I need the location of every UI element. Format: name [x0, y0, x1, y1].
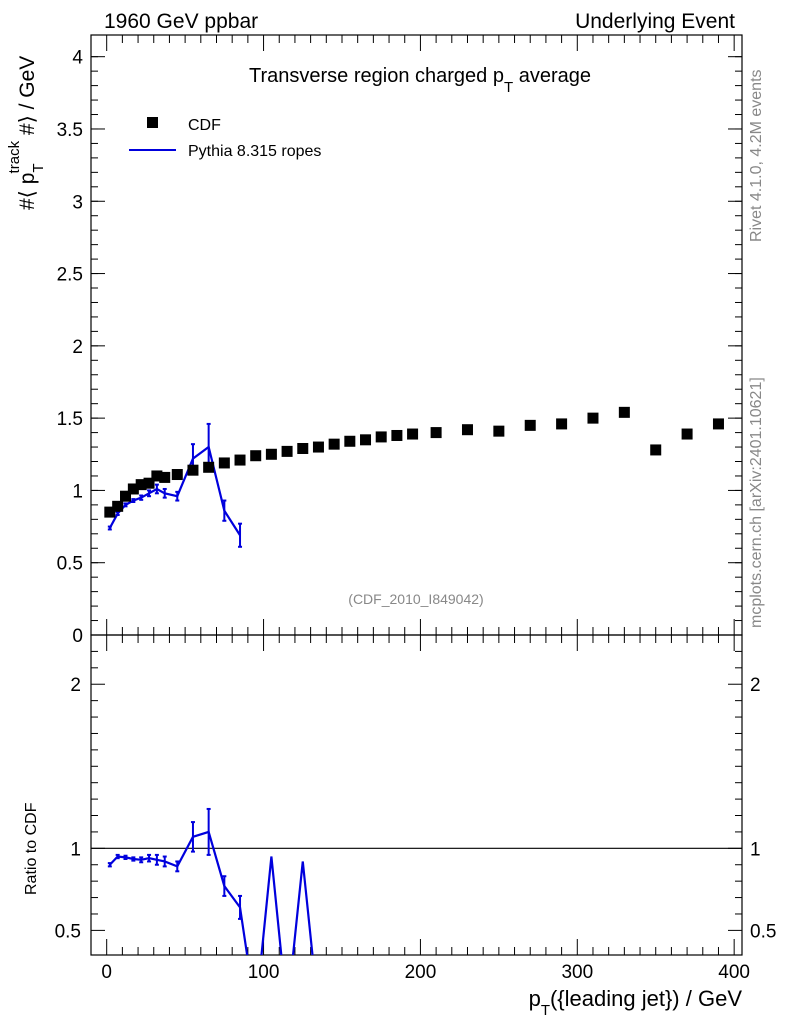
cdf-data-point	[407, 428, 419, 440]
cdf-data-point	[524, 419, 536, 431]
cdf-data-point	[120, 490, 132, 502]
cdf-data-point	[112, 500, 124, 512]
cdf-data-point	[391, 429, 403, 441]
main-y-tick-label: 0	[72, 626, 83, 647]
main-title-sub: T	[504, 79, 513, 96]
main-y-label-sup: track	[6, 140, 23, 173]
cdf-data-point	[430, 427, 442, 439]
analysis-tag: (CDF_2010_I849042)	[348, 591, 483, 607]
cdf-data-point	[218, 457, 230, 469]
main-y-label-post: #⟩ / GeV	[16, 56, 39, 141]
main-y-tick-label: 2.5	[57, 265, 83, 286]
main-axis-ticks: 0 0.5 1 1.5 2 2.5 3 3.5 4	[57, 35, 742, 647]
ratio-y-tick-label-right: 2	[750, 675, 761, 696]
header-right: Underlying Event	[575, 10, 735, 33]
cdf-data-point	[344, 435, 356, 447]
main-plot-data	[104, 406, 724, 548]
x-tick-label: 100	[248, 962, 280, 983]
ratio-series-line	[109, 830, 314, 955]
x-tick-label: 0	[101, 962, 112, 983]
header-left: 1960 GeV ppbar	[104, 10, 258, 33]
main-y-tick-label: 4	[72, 48, 83, 69]
cdf-data-point	[493, 425, 505, 437]
cdf-data-point	[159, 471, 171, 483]
main-y-tick-label: 1	[72, 481, 83, 502]
cdf-data-point	[360, 434, 372, 446]
cdf-data-point	[281, 445, 293, 457]
cdf-data-point	[556, 418, 568, 430]
cdf-data-point	[328, 438, 340, 450]
main-y-tick-label: 3	[72, 192, 83, 213]
cdf-data-point	[461, 424, 473, 436]
cdf-data-point	[135, 479, 147, 491]
main-y-tick-label: 3.5	[57, 120, 83, 141]
ratio-plot-frame	[90, 634, 743, 956]
mcplots-label: mcplots.cern.ch [arXiv:2401.10621]	[748, 377, 765, 628]
cdf-data-point	[297, 442, 309, 454]
ratio-y-tick-label: 0.5	[55, 921, 81, 942]
rivet-label: Rivet 4.1.0, 4.2M events	[748, 69, 765, 242]
main-y-tick-label: 1.5	[57, 409, 83, 430]
main-title-text: Transverse region charged p	[249, 65, 504, 87]
cdf-data-point	[104, 506, 116, 518]
cdf-data-point	[375, 431, 387, 443]
cdf-data-point	[587, 412, 599, 424]
main-title-tail: average	[513, 65, 591, 87]
cdf-data-point	[203, 461, 215, 473]
ratio-y-label: Ratio to CDF	[23, 802, 40, 895]
x-tick-label: 200	[405, 962, 437, 983]
cdf-data-point	[618, 406, 630, 418]
ratio-y-tick-label: 2	[70, 675, 81, 696]
x-axis-label-sub: T	[541, 1002, 550, 1019]
main-y-label: #⟨ pTtrack #⟩ / GeV	[6, 56, 47, 210]
main-y-tick-label: 0.5	[57, 554, 83, 575]
cdf-data-point	[312, 441, 324, 453]
legend-data-marker	[147, 117, 158, 128]
ratio-y-tick-label-right: 0.5	[750, 921, 776, 942]
cdf-data-point	[234, 454, 246, 466]
legend-mc-label: Pythia 8.315 ropes	[188, 143, 321, 160]
x-tick-label: 300	[561, 962, 593, 983]
main-title: Transverse region charged pT average	[249, 65, 591, 96]
main-y-label-sub: T	[30, 163, 47, 172]
x-axis-label-pre: p	[529, 986, 541, 1011]
cdf-data-point	[151, 470, 163, 482]
ratio-plot-data	[107, 807, 314, 955]
cdf-data-point	[187, 464, 199, 476]
cdf-data-point	[143, 477, 155, 489]
main-y-label-pre: #⟨ p	[16, 173, 39, 210]
cdf-data-point	[250, 450, 262, 462]
cdf-data-point	[712, 418, 724, 430]
main-y-tick-label: 2	[72, 337, 83, 358]
x-axis-label-post: ({leading jet}) / GeV	[550, 986, 742, 1011]
cdf-data-point	[265, 448, 277, 460]
legend-data-label: CDF	[188, 117, 221, 134]
cdf-data-point	[171, 469, 183, 481]
ratio-y-tick-label-right: 1	[750, 839, 761, 860]
cdf-data-point	[681, 428, 693, 440]
cdf-data-point	[650, 444, 662, 456]
x-tick-label: 400	[718, 962, 750, 983]
cdf-data-point	[127, 483, 139, 495]
x-axis-label: pT({leading jet}) / GeV	[529, 986, 743, 1019]
ratio-y-tick-label: 1	[70, 839, 81, 860]
